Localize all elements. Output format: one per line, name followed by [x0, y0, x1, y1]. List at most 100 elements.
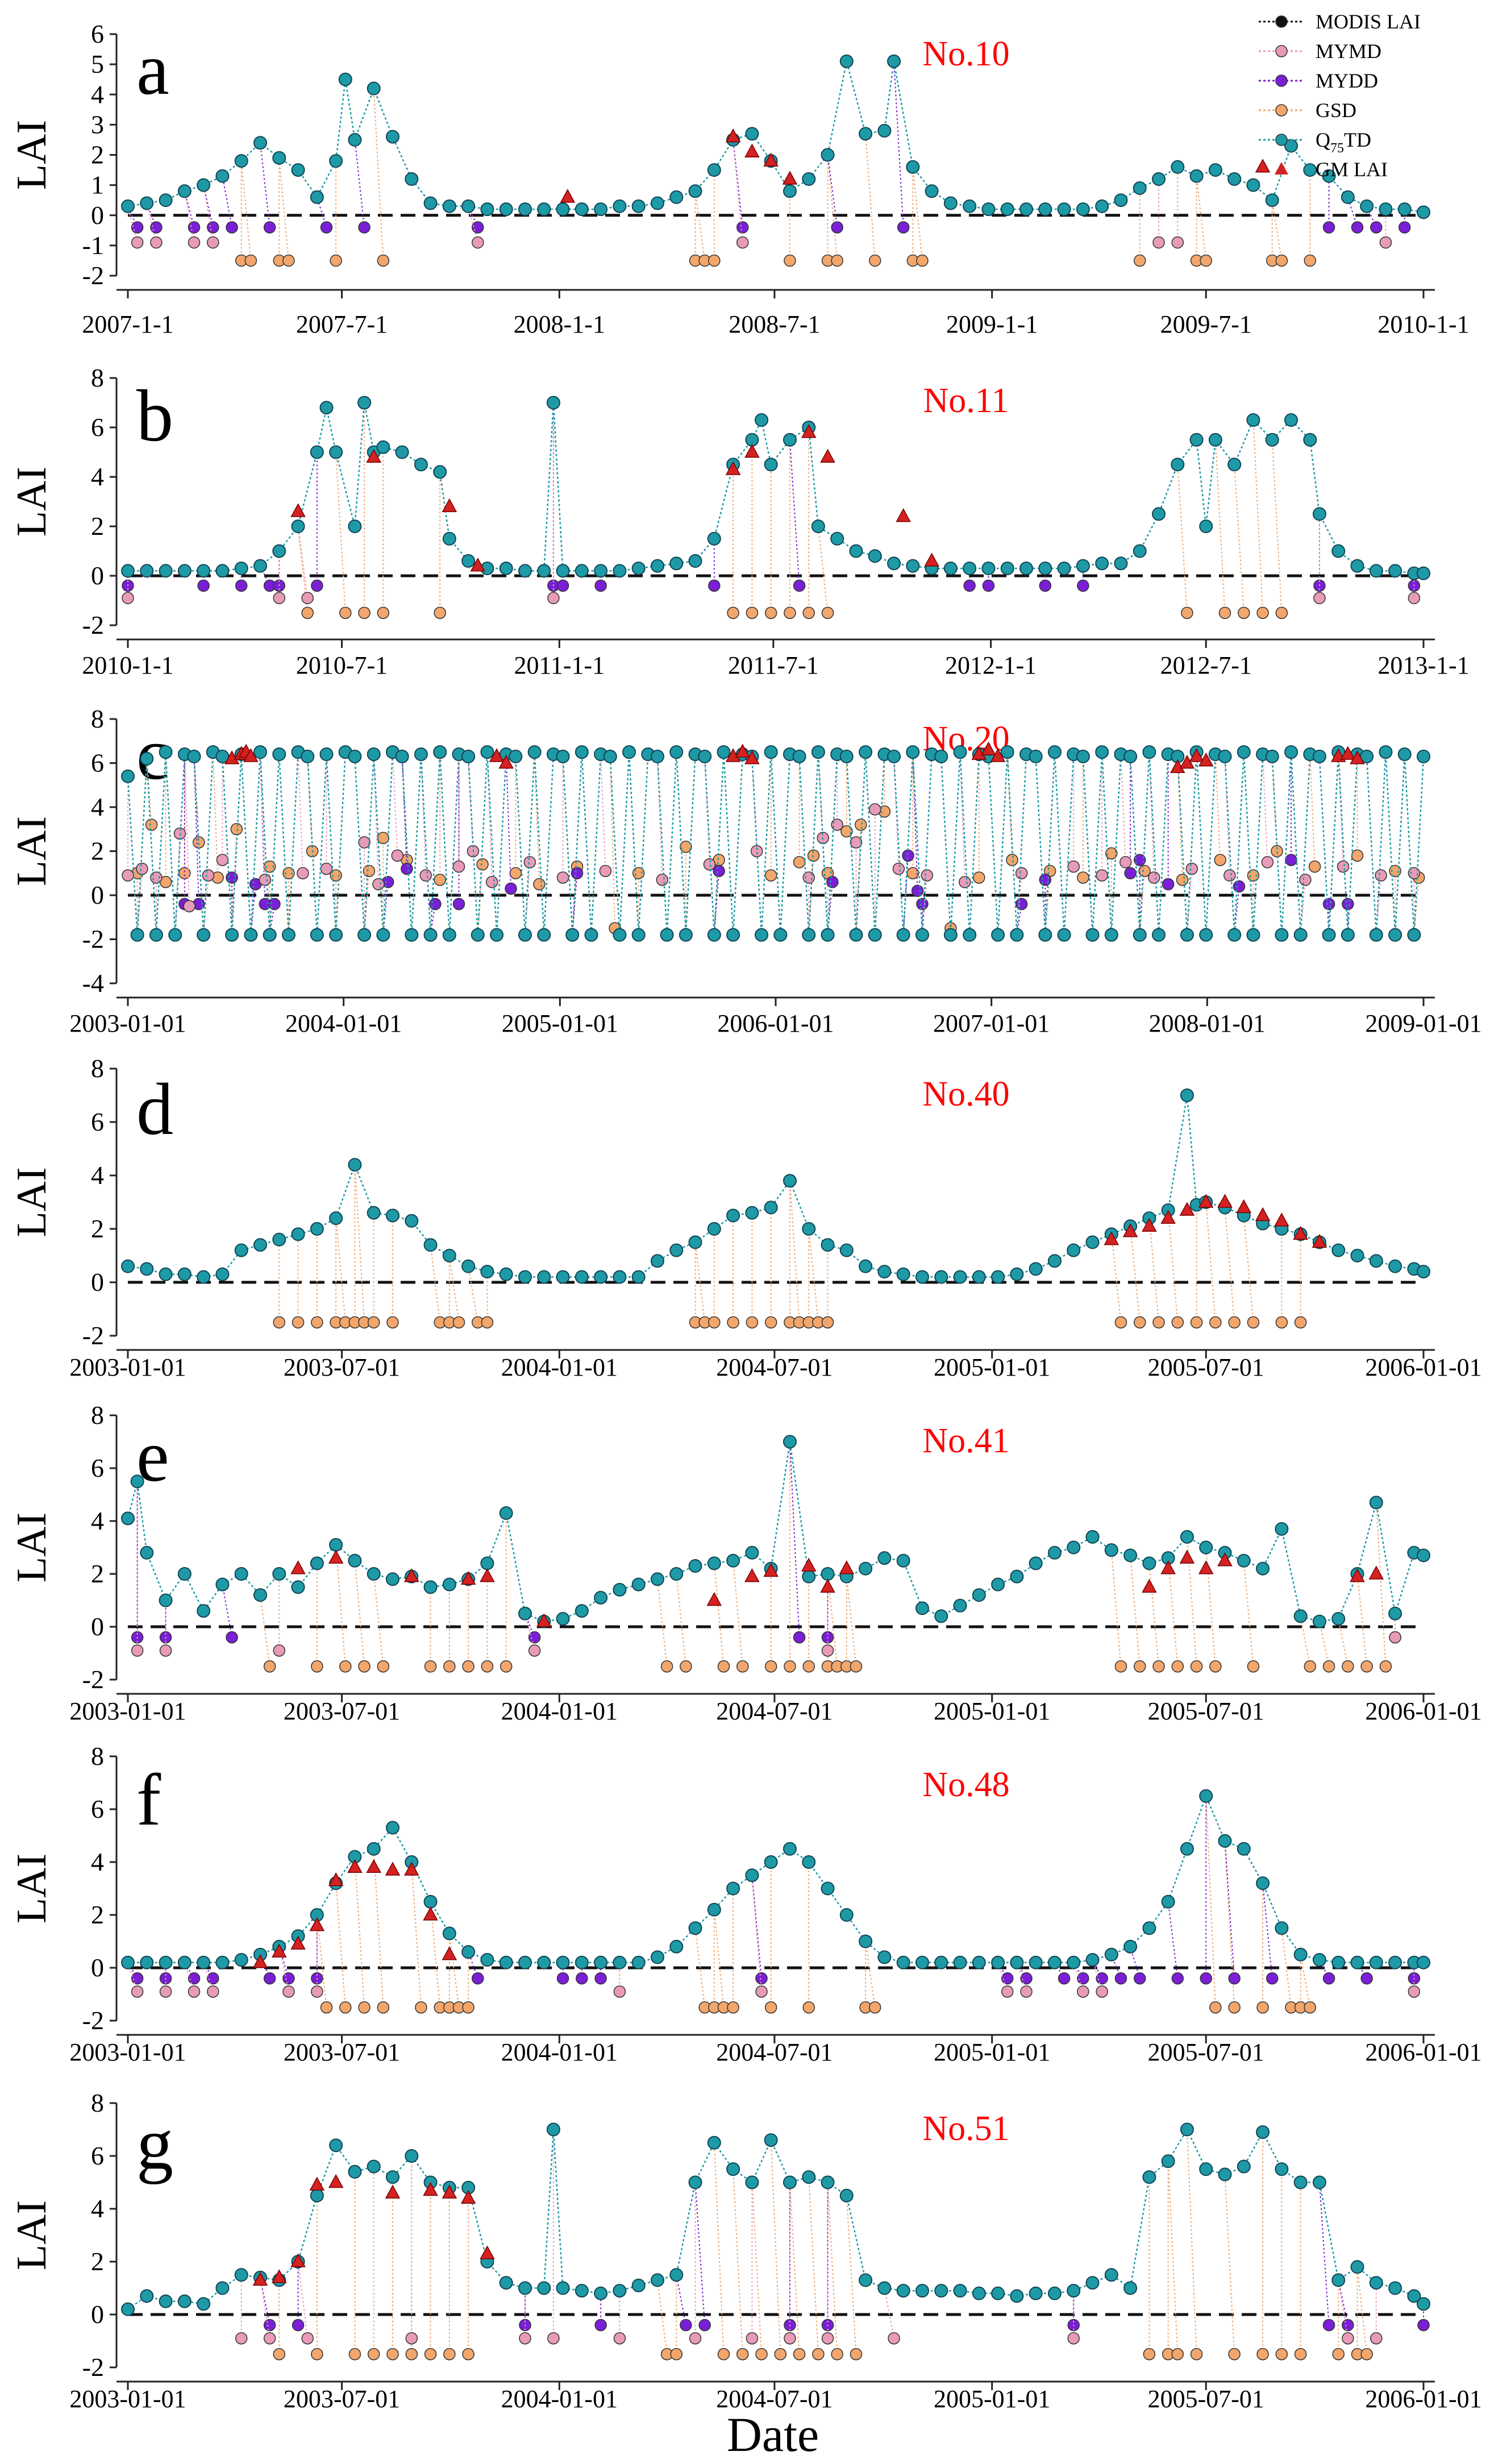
data-point-q75	[1142, 745, 1156, 759]
data-point-q75	[839, 1243, 854, 1257]
data-point-gsd	[339, 1660, 352, 1673]
data-point-q75	[1029, 1556, 1043, 1570]
y-tick-label: -2	[82, 1665, 104, 1694]
data-point-gm	[366, 1859, 381, 1873]
data-point-gsd	[727, 1316, 739, 1329]
data-point-q75	[461, 1259, 476, 1273]
data-point-gsd	[311, 2348, 323, 2361]
x-tick-label: 2006-01-01	[1365, 1353, 1481, 1381]
data-point-gm	[404, 1861, 419, 1876]
data-point-mymd	[1313, 592, 1326, 604]
data-point-q75	[168, 928, 182, 942]
data-point-q75	[442, 531, 456, 546]
data-point-q75	[423, 196, 438, 210]
data-point-q75	[1152, 507, 1166, 521]
data-point-q75	[442, 1249, 456, 1262]
data-point-q75	[1104, 1543, 1118, 1557]
drop-line-gsd	[1224, 1207, 1235, 1323]
data-point-mymd	[547, 2332, 560, 2345]
data-point-gm	[560, 189, 576, 203]
data-point-q75	[215, 169, 230, 183]
data-point-q75	[272, 1567, 286, 1581]
data-point-gsd	[1247, 1660, 1260, 1673]
data-point-q75	[301, 749, 315, 763]
data-point-q75	[669, 745, 684, 759]
data-point-q75	[1104, 1947, 1118, 1962]
data-point-q75	[1237, 745, 1251, 759]
drop-line-gsd	[1148, 1563, 1160, 1667]
y-tick-label: 2	[91, 1559, 104, 1588]
y-tick-label: 6	[91, 1453, 104, 1482]
data-point-q75	[1000, 745, 1014, 759]
drop-line-mydd	[1356, 1962, 1368, 1979]
data-point-q75	[1076, 749, 1090, 763]
drop-line-mymd	[392, 752, 398, 856]
data-point-q75	[395, 749, 409, 763]
data-point-q75	[159, 1955, 173, 1969]
data-point-q75	[839, 54, 854, 68]
data-point-q75	[433, 745, 447, 759]
data-point-mymd	[755, 1985, 768, 1998]
x-tick-label: 2005-07-01	[1148, 2385, 1264, 2413]
data-point-mymd	[736, 236, 749, 249]
data-point-q75	[518, 564, 532, 578]
data-point-q75	[1085, 1530, 1100, 1544]
data-point-q75	[159, 1593, 173, 1607]
data-point-q75	[726, 928, 740, 942]
data-point-q75	[1057, 561, 1071, 575]
x-tick-label: 2005-07-01	[1148, 1697, 1264, 1725]
x-tick-label: 2005-01-01	[502, 1009, 618, 1037]
data-point-q75	[1350, 1955, 1364, 1969]
data-point-q75	[1284, 745, 1298, 759]
data-point-q75	[953, 1270, 967, 1284]
y-axis-label: LAI	[9, 1513, 55, 1582]
data-point-q75	[1218, 2167, 1232, 2182]
data-point-mydd	[708, 579, 721, 592]
data-point-gsd	[1190, 1316, 1203, 1329]
data-point-q75	[1199, 928, 1213, 942]
y-tick-label: 6	[91, 19, 104, 48]
legend-label: MYDD	[1316, 69, 1378, 92]
data-point-q75	[631, 2278, 646, 2292]
series-q75	[121, 745, 1430, 942]
data-point-q75	[348, 749, 362, 763]
data-point-q75	[442, 928, 456, 942]
data-point-q75	[1029, 749, 1043, 763]
data-point-mydd	[1096, 1972, 1108, 1985]
data-point-q75	[348, 1553, 362, 1568]
data-point-gsd	[850, 2348, 863, 2361]
data-point-gm	[243, 748, 259, 762]
data-point-q75	[1133, 928, 1147, 942]
drop-line-mydd	[713, 871, 720, 935]
drop-line-mymd	[420, 754, 427, 876]
panel-letter: f	[136, 1759, 161, 1841]
drop-line-gsd	[1110, 1234, 1122, 1323]
drop-line-mydd	[1054, 1962, 1065, 1979]
data-point-q75	[613, 564, 627, 578]
data-point-gsd	[1209, 1660, 1222, 1673]
data-point-mymd	[1171, 236, 1184, 249]
drop-line-mydd	[676, 2275, 686, 2325]
data-point-q75	[537, 928, 551, 942]
data-point-q75	[650, 1254, 664, 1268]
panel-letter: b	[136, 375, 173, 457]
data-point-gsd	[481, 1660, 494, 1673]
x-tick-label: 2013-1-1	[1377, 651, 1469, 679]
data-point-gsd	[1379, 1660, 1392, 1673]
legend-label-text: TD	[1344, 128, 1371, 151]
data-point-mydd	[793, 579, 806, 592]
data-point-mymd	[888, 2332, 900, 2345]
drop-line-gsd	[609, 756, 616, 929]
data-point-gsd	[840, 825, 853, 838]
panel-letter: a	[136, 28, 169, 110]
data-point-q75	[234, 1953, 248, 1967]
data-point-q75	[1057, 928, 1071, 942]
data-point-gsd	[1322, 1660, 1335, 1673]
data-point-gm	[328, 2174, 344, 2188]
x-tick-label: 2003-07-01	[284, 2038, 400, 2066]
y-axis-label: LAI	[9, 816, 55, 886]
data-point-q75	[376, 928, 390, 942]
data-point-q75	[1085, 1235, 1100, 1249]
data-point-q75	[726, 1553, 740, 1568]
data-point-q75	[906, 559, 920, 573]
